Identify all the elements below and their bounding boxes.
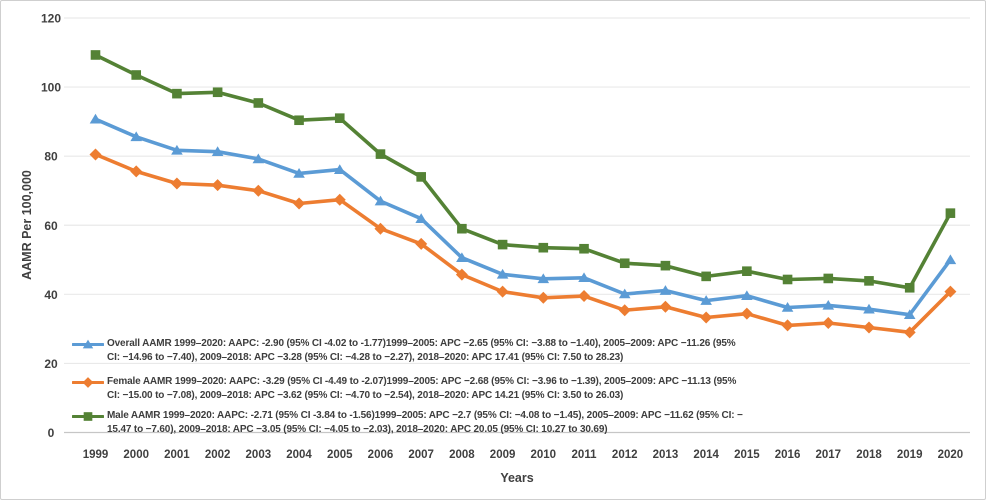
svg-text:2000: 2000 — [123, 449, 149, 461]
svg-text:0: 0 — [48, 426, 55, 440]
svg-text:1999: 1999 — [83, 449, 109, 461]
svg-text:2013: 2013 — [653, 449, 679, 461]
svg-text:2014: 2014 — [693, 449, 719, 461]
svg-text:2018: 2018 — [856, 449, 882, 461]
svg-text:80: 80 — [44, 150, 58, 164]
x-axis-ticks: 1999 2000 2001 2002 2003 2004 2005 2006 2007 2008… — [83, 449, 964, 461]
svg-text:2011: 2011 — [572, 449, 598, 461]
svg-text:100: 100 — [41, 81, 61, 95]
svg-text:2012: 2012 — [612, 449, 638, 461]
y-axis-ticks: 0 20 40 60 80 100 120 — [41, 12, 61, 441]
svg-text:2008: 2008 — [449, 449, 475, 461]
svg-text:2017: 2017 — [815, 449, 841, 461]
svg-text:60: 60 — [44, 219, 58, 233]
svg-text:2020: 2020 — [938, 449, 964, 461]
svg-text:2005: 2005 — [327, 449, 353, 461]
svg-text:2001: 2001 — [164, 449, 190, 461]
y-axis-title: AAMR Per 100,000 — [20, 170, 34, 280]
svg-text:40: 40 — [44, 288, 58, 302]
svg-text:2003: 2003 — [246, 449, 272, 461]
svg-text:2007: 2007 — [408, 449, 434, 461]
series-male-aamr — [90, 50, 956, 293]
svg-text:2004: 2004 — [286, 449, 312, 461]
svg-text:2002: 2002 — [205, 449, 231, 461]
svg-text:2019: 2019 — [897, 449, 923, 461]
series-overall-aamr — [89, 113, 957, 320]
svg-text:2010: 2010 — [531, 449, 557, 461]
series-female-aamr — [89, 148, 957, 339]
svg-text:2016: 2016 — [775, 449, 801, 461]
x-axis-title: Years — [500, 471, 533, 485]
svg-text:2009: 2009 — [490, 449, 516, 461]
svg-text:2006: 2006 — [368, 449, 394, 461]
svg-text:2015: 2015 — [734, 449, 760, 461]
gridlines — [64, 17, 970, 434]
svg-text:120: 120 — [41, 12, 61, 26]
svg-text:20: 20 — [44, 357, 58, 371]
